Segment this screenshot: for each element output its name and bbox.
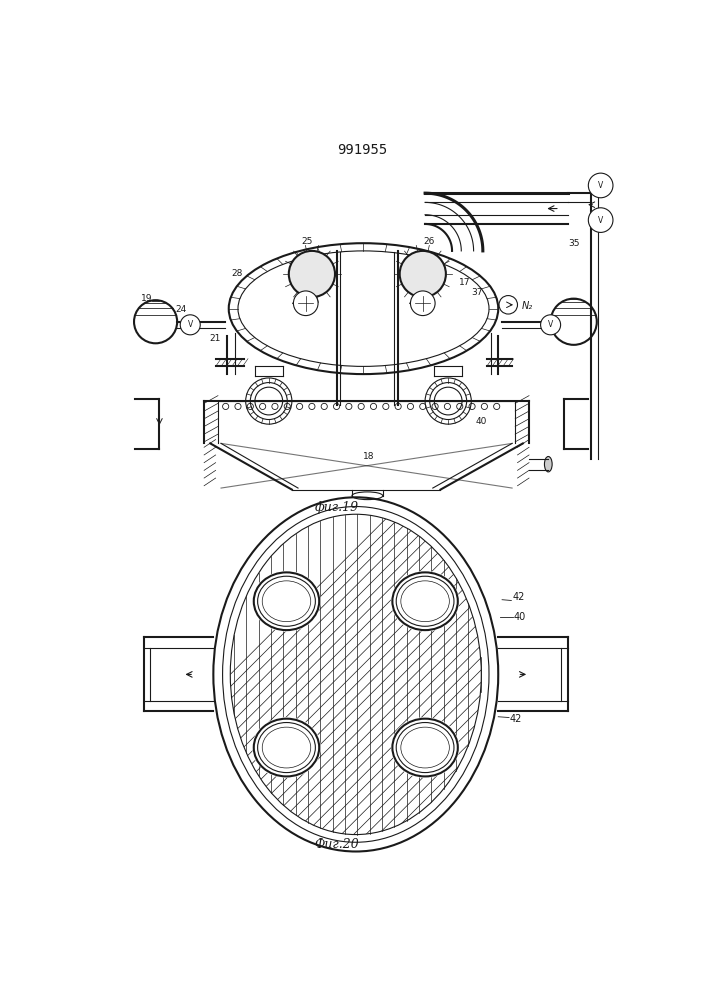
Text: Фиг.20: Фиг.20 — [314, 838, 359, 851]
Ellipse shape — [257, 723, 315, 773]
Text: V: V — [598, 216, 603, 225]
Circle shape — [293, 291, 318, 316]
Circle shape — [541, 315, 561, 335]
Text: 18: 18 — [363, 452, 375, 461]
Ellipse shape — [252, 717, 321, 778]
Text: 28: 28 — [231, 269, 243, 278]
Text: 40: 40 — [475, 417, 486, 426]
Ellipse shape — [252, 571, 321, 632]
Text: 25: 25 — [302, 237, 313, 246]
Text: N₂: N₂ — [521, 301, 532, 311]
Text: 7: 7 — [292, 283, 298, 292]
Ellipse shape — [391, 571, 460, 632]
Ellipse shape — [544, 456, 552, 472]
Text: фиг.19: фиг.19 — [315, 501, 358, 514]
Text: 42: 42 — [512, 592, 525, 602]
Text: 37: 37 — [472, 288, 483, 297]
Text: 24: 24 — [175, 305, 187, 314]
Circle shape — [399, 251, 446, 297]
Text: V: V — [187, 320, 193, 329]
Ellipse shape — [257, 576, 315, 626]
Text: 40: 40 — [514, 612, 526, 622]
Circle shape — [180, 315, 200, 335]
Text: V: V — [548, 320, 553, 329]
Text: 42: 42 — [510, 714, 522, 724]
Circle shape — [588, 173, 613, 198]
Text: 17: 17 — [460, 278, 471, 287]
Text: 23: 23 — [309, 283, 320, 292]
Text: 7: 7 — [429, 283, 435, 292]
Text: 991955: 991955 — [337, 143, 387, 157]
Text: 21: 21 — [209, 334, 221, 343]
Circle shape — [288, 251, 335, 297]
Text: 19: 19 — [141, 294, 152, 303]
Text: 26: 26 — [423, 237, 435, 246]
Ellipse shape — [352, 492, 382, 500]
Circle shape — [411, 291, 435, 316]
Text: 35: 35 — [568, 239, 580, 248]
Ellipse shape — [396, 576, 454, 626]
Ellipse shape — [391, 717, 460, 778]
Circle shape — [588, 208, 613, 232]
Text: V: V — [598, 181, 603, 190]
Ellipse shape — [396, 723, 454, 773]
